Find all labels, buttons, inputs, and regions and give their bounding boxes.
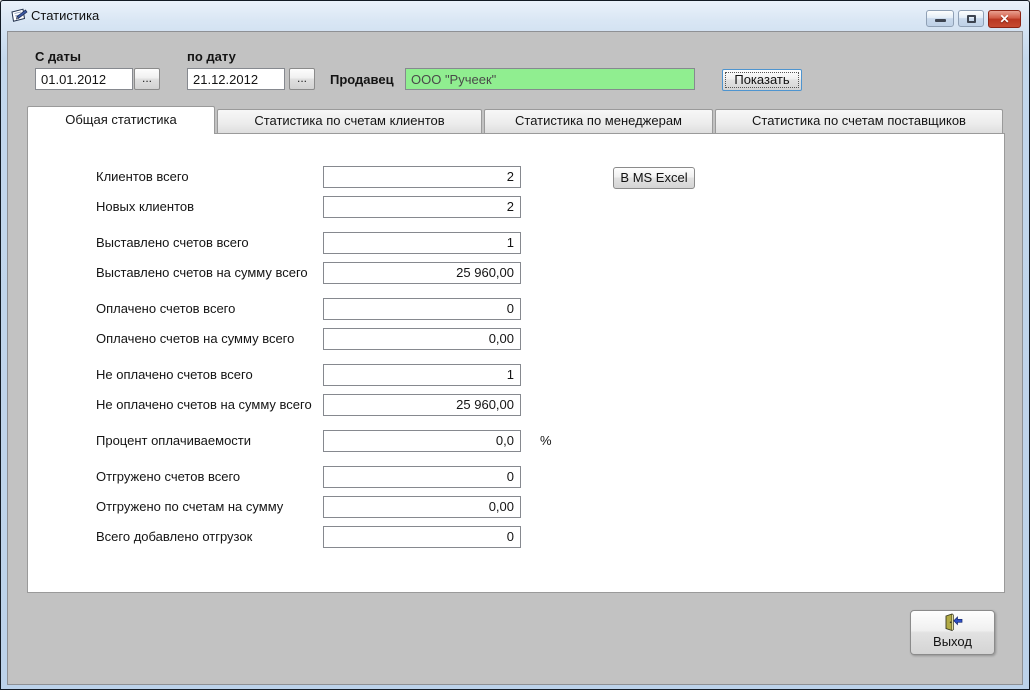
stat-label: Оплачено счетов всего: [96, 301, 235, 316]
statistics-window: Статистика ✕ С даты ... по дату ... Прод…: [0, 0, 1030, 690]
stat-label: Не оплачено счетов всего: [96, 367, 253, 382]
exit-button-label: Выход: [911, 634, 994, 649]
stat-label: Клиентов всего: [96, 169, 189, 184]
seller-label: Продавец: [330, 72, 394, 87]
show-button[interactable]: Показать: [722, 69, 802, 91]
stat-label: Отгружено по счетам на сумму: [96, 499, 283, 514]
stat-value-field[interactable]: 1: [323, 364, 521, 386]
stat-row: Оплачено счетов всего 0: [28, 298, 1004, 320]
tab-bar: Общая статистикаСтатистика по счетам кли…: [27, 106, 1005, 134]
date-from-input[interactable]: [35, 68, 133, 90]
stat-label: Новых клиентов: [96, 199, 194, 214]
stat-value-field[interactable]: 0: [323, 526, 521, 548]
stat-row: Выставлено счетов всего 1: [28, 232, 1004, 254]
stat-label: Отгружено счетов всего: [96, 469, 240, 484]
minimize-button[interactable]: [926, 10, 954, 27]
stat-row: Выставлено счетов на сумму всего 25 960,0…: [28, 262, 1004, 284]
stat-value-field[interactable]: 0,0: [323, 430, 521, 452]
date-to-browse-button[interactable]: ...: [289, 68, 315, 90]
stat-row: Не оплачено счетов на сумму всего 25 960,…: [28, 394, 1004, 416]
stat-row: Клиентов всего 2: [28, 166, 1004, 188]
close-icon: ✕: [989, 12, 1020, 27]
client-area: С даты ... по дату ... Продавец Показать…: [7, 31, 1023, 685]
stat-label: Выставлено счетов всего: [96, 235, 249, 250]
stat-value-field[interactable]: 1: [323, 232, 521, 254]
tab-supplier-invoices[interactable]: Статистика по счетам поставщиков: [715, 109, 1003, 133]
date-from-browse-button[interactable]: ...: [134, 68, 160, 90]
stat-label: Не оплачено счетов на сумму всего: [96, 397, 312, 412]
stat-label: Выставлено счетов на сумму всего: [96, 265, 308, 280]
note-pen-app-icon: [10, 7, 28, 24]
stat-value-field[interactable]: 2: [323, 196, 521, 218]
stat-value-field[interactable]: 0,00: [323, 496, 521, 518]
restore-button[interactable]: [958, 10, 984, 27]
stat-row: Оплачено счетов на сумму всего 0,00: [28, 328, 1004, 350]
stat-value-field[interactable]: 0: [323, 298, 521, 320]
stat-row: Всего добавлено отгрузок 0: [28, 526, 1004, 548]
stat-label: Оплачено счетов на сумму всего: [96, 331, 294, 346]
close-button[interactable]: ✕: [988, 10, 1021, 28]
stat-value-field[interactable]: 25 960,00: [323, 394, 521, 416]
tab-client-invoices[interactable]: Статистика по счетам клиентов: [217, 109, 482, 133]
stat-row: Не оплачено счетов всего 1: [28, 364, 1004, 386]
stat-row: Отгружено счетов всего 0: [28, 466, 1004, 488]
tab-managers[interactable]: Статистика по менеджерам: [484, 109, 713, 133]
stat-suffix: %: [540, 433, 552, 448]
seller-input[interactable]: [405, 68, 695, 90]
exit-door-icon: [942, 620, 964, 635]
stat-row: Процент оплачиваемости 0,0%: [28, 430, 1004, 452]
stat-value-field[interactable]: 0: [323, 466, 521, 488]
date-from-label: С даты: [35, 49, 81, 64]
date-to-label: по дату: [187, 49, 236, 64]
title-bar[interactable]: Статистика ✕: [1, 1, 1029, 30]
stat-row: Новых клиентов 2: [28, 196, 1004, 218]
stat-label: Процент оплачиваемости: [96, 433, 251, 448]
minimize-icon: [935, 19, 946, 22]
stat-row: Отгружено по счетам на сумму 0,00: [28, 496, 1004, 518]
window-title: Статистика: [31, 8, 99, 23]
excel-export-button[interactable]: В MS Excel: [613, 167, 695, 189]
stat-value-field[interactable]: 2: [323, 166, 521, 188]
date-to-input[interactable]: [187, 68, 285, 90]
general-statistics-panel: Клиентов всего 2 Новых клиентов 2 Выставлено…: [27, 133, 1005, 593]
stat-label: Всего добавлено отгрузок: [96, 529, 252, 544]
exit-button[interactable]: Выход: [910, 610, 995, 655]
stat-value-field[interactable]: 25 960,00: [323, 262, 521, 284]
restore-icon: [967, 15, 976, 23]
tab-general[interactable]: Общая статистика: [27, 106, 215, 134]
stat-value-field[interactable]: 0,00: [323, 328, 521, 350]
